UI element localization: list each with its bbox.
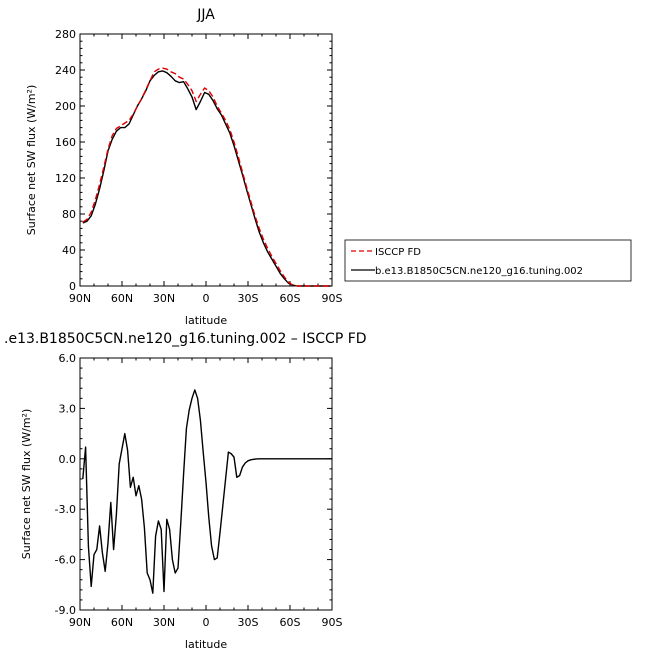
top-x-axis-label: latitude	[185, 314, 227, 327]
x-tick-label: 0	[203, 616, 210, 629]
legend: ISCCP FD b.e13.B1850C5CN.ne120_g16.tunin…	[344, 239, 632, 282]
x-tick-label: 60N	[111, 616, 133, 629]
bottom-y-axis-label: Surface net SW flux (W/m²)	[20, 409, 33, 560]
y-tick-label: 280	[55, 28, 76, 41]
x-tick-label: 90S	[322, 616, 343, 629]
y-tick-label: -6.0	[55, 554, 76, 567]
y-tick-label: 80	[62, 208, 76, 221]
legend-label-model: b.e13.B1850C5CN.ne120_g16.tuning.002	[375, 266, 583, 277]
x-tick-label: 60S	[280, 292, 301, 305]
x-tick-label: 30N	[153, 292, 175, 305]
y-tick-label: 120	[55, 172, 76, 185]
y-tick-label: 6.0	[59, 352, 77, 365]
bottom-axis-ticks: 90N 60N 30N 0 30S 60S 90S -9.0 -6.0 -3.0 0.0 3.0 6.0	[55, 352, 343, 629]
top-series-group	[82, 67, 331, 287]
top-plot-frame	[79, 33, 333, 287]
top-chart: JJA 90N 60N 30N 0 30S 60S 90S 0 40 80 120 160 200 240…	[25, 7, 632, 327]
x-tick-label: 60S	[280, 616, 301, 629]
y-tick-label: 240	[55, 64, 76, 77]
y-tick-label: -9.0	[55, 604, 76, 617]
bottom-x-axis-label: latitude	[185, 638, 227, 651]
top-chart-title: JJA	[196, 7, 215, 23]
y-tick-label: 3.0	[59, 402, 77, 415]
y-tick-label: 160	[55, 136, 76, 149]
legend-label-isccp: ISCCP FD	[375, 247, 421, 258]
y-tick-label: 0	[69, 280, 76, 293]
series-line-0	[82, 70, 331, 287]
y-tick-label: 40	[62, 244, 76, 257]
top-y-axis-label: Surface net SW flux (W/m²)	[25, 85, 38, 236]
y-tick-label: 200	[55, 100, 76, 113]
legend-frame	[344, 239, 632, 282]
x-tick-label: 0	[203, 292, 210, 305]
x-tick-label: 60N	[111, 292, 133, 305]
bottom-series-group	[82, 389, 332, 594]
x-tick-label: 30S	[238, 292, 259, 305]
x-tick-label: 90N	[69, 616, 91, 629]
y-tick-label: 0.0	[59, 453, 77, 466]
x-tick-label: 30S	[238, 616, 259, 629]
x-tick-label: 30N	[153, 616, 175, 629]
x-tick-label: 90N	[69, 292, 91, 305]
x-tick-label: 90S	[322, 292, 343, 305]
y-tick-label: -3.0	[55, 503, 76, 516]
series-line-0	[82, 389, 332, 594]
series-line-1	[82, 67, 331, 287]
bottom-chart: .e13.B1850C5CN.ne120_g16.tuning.002 – IS…	[4, 331, 367, 651]
top-axis-ticks: 90N 60N 30N 0 30S 60S 90S 0 40 80 120 160 200 240 280	[55, 28, 343, 305]
bottom-chart-title: .e13.B1850C5CN.ne120_g16.tuning.002 – IS…	[4, 331, 367, 347]
